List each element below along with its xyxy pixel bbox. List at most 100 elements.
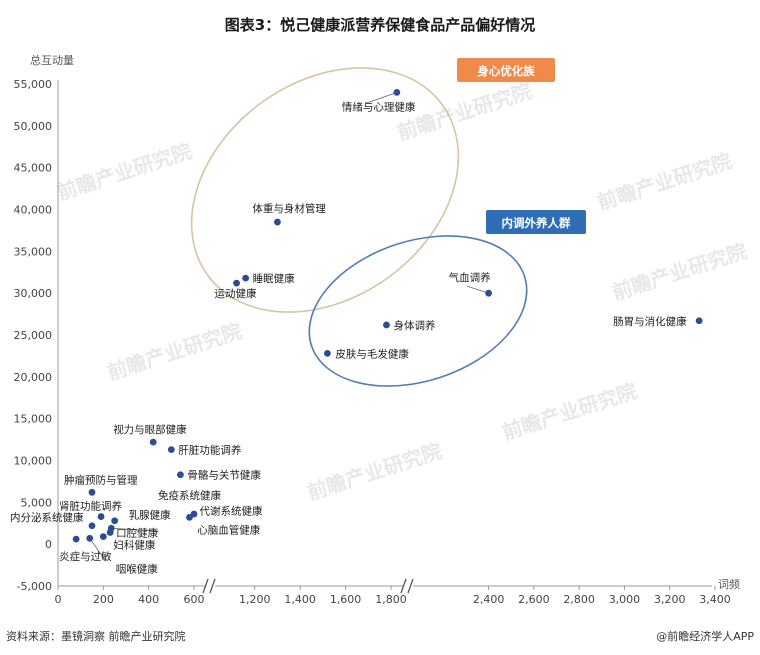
data-label: 情绪与心理健康 xyxy=(342,100,416,113)
data-label: 心脑血管健康 xyxy=(197,523,260,536)
data-label: 肿瘤预防与管理 xyxy=(64,473,138,486)
y-tick-label: -5,000 xyxy=(17,580,52,593)
data-point xyxy=(72,535,80,543)
data-label: 内分泌系统健康 xyxy=(10,511,84,524)
y-tick-label: 15,000 xyxy=(14,413,53,426)
y-tick-label: 35,000 xyxy=(14,245,53,258)
x-tick-label: 200 xyxy=(93,593,114,606)
x-tick-label: 1,400 xyxy=(284,593,316,606)
data-label: 骨骼与关节健康 xyxy=(187,469,261,482)
label-leader-line xyxy=(111,527,159,532)
y-tick-label: 0 xyxy=(45,538,52,551)
data-point xyxy=(97,513,105,520)
data-point xyxy=(233,279,240,287)
data-label: 运动健康 xyxy=(215,287,257,300)
data-label: 身体调养 xyxy=(393,319,435,332)
y-ticks: -5,000 0 5,000 10,000 15,000 20,000 25,000 30,0… xyxy=(14,78,53,593)
data-point xyxy=(383,321,390,329)
label-leader-line xyxy=(466,285,489,294)
data-point xyxy=(167,446,175,454)
data-point xyxy=(111,517,119,525)
label-leader-line xyxy=(89,538,105,559)
watermark: 前瞻产业研究院 xyxy=(609,239,750,305)
y-tick-label: 40,000 xyxy=(14,204,53,217)
data-point xyxy=(106,529,114,536)
x-tick-label: 2,400 xyxy=(473,593,505,606)
data-label: 炎症与过敏 xyxy=(59,550,112,563)
data-point xyxy=(186,513,193,521)
tag-inner-outer-group: 内调外养人群 xyxy=(486,210,586,234)
y-tick-label: 30,000 xyxy=(14,287,53,300)
data-label: 肠胃与消化健康 xyxy=(613,315,687,328)
tag-self-care-bg xyxy=(457,58,555,82)
data-label: 睡眠健康 xyxy=(253,272,295,285)
x-tick-label: 1,200 xyxy=(239,593,271,606)
data-point xyxy=(485,289,492,297)
cluster-ellipse-self-care xyxy=(190,67,460,313)
axis-break-2 xyxy=(400,578,414,594)
cluster-ellipse-inner-outer xyxy=(308,235,528,387)
label-leader-line xyxy=(366,91,397,104)
data-point xyxy=(274,218,281,226)
x-tick-label: 0 xyxy=(55,593,62,606)
data-label: 体重与身材管理 xyxy=(252,202,326,215)
x-tick-label: 3,400 xyxy=(699,593,731,606)
data-point xyxy=(695,317,703,325)
y-tick-label: 50,000 xyxy=(14,120,53,133)
tag-inner-outer-text: 内调外养人群 xyxy=(502,216,571,230)
y-tick-label: 5,000 xyxy=(21,496,53,509)
data-label: 肾脏功能调养 xyxy=(59,500,122,513)
x-axis-label: 词频 xyxy=(718,577,740,591)
x-tick-label: 2,600 xyxy=(518,593,550,606)
tag-inner-outer-bg xyxy=(486,210,586,234)
data-label: 气血调养 xyxy=(449,271,491,284)
x-tick-label: 2,800 xyxy=(563,593,595,606)
watermark: 前瞻产业研究院 xyxy=(304,439,445,505)
x-ticks: 0 200 400 600 1,200 1,400 1,600 1,800 2,400 2,600… xyxy=(55,586,731,606)
x-tick-label: 600 xyxy=(184,593,205,606)
data-points xyxy=(72,88,703,543)
y-tick-label: 25,000 xyxy=(14,329,53,342)
y-axis-label: 总互动量 xyxy=(30,53,74,67)
watermark: 前瞻产业研究院 xyxy=(54,139,195,205)
watermark-layer: 前瞻产业研究院 前瞻产业研究院 前瞻产业研究院 前瞻产业研究院 前瞻产业研究院 … xyxy=(54,79,750,505)
watermark: 前瞻产业研究院 xyxy=(104,319,245,385)
chart-title: 图表3：悦己健康派营养保健食品产品偏好情况 xyxy=(225,16,535,34)
tag-self-care-text: 身心优化族 xyxy=(477,64,535,78)
data-point xyxy=(88,488,96,496)
data-label: 免疫系统健康 xyxy=(158,489,221,502)
label-leaders xyxy=(89,91,489,559)
data-point xyxy=(149,438,157,446)
x-tick-label: 1,600 xyxy=(330,593,362,606)
data-point xyxy=(393,88,401,96)
watermark: 前瞻产业研究院 xyxy=(594,149,735,215)
data-point xyxy=(242,274,250,282)
y-tick-label: 45,000 xyxy=(14,162,53,175)
data-label: 咽喉健康 xyxy=(116,562,158,575)
data-label: 肝脏功能调养 xyxy=(178,444,241,457)
y-tick-label: 55,000 xyxy=(14,78,53,91)
data-label: 乳腺健康 xyxy=(129,509,171,522)
brand-note: @前瞻经济学人APP xyxy=(656,629,754,643)
axis-break-1 xyxy=(202,578,216,594)
y-tick-label: 20,000 xyxy=(14,371,53,384)
tag-self-care-group: 身心优化族 xyxy=(457,58,555,82)
x-tick-label: 1,800 xyxy=(375,593,407,606)
data-label: 皮肤与毛发健康 xyxy=(335,347,409,360)
data-label: 口腔健康 xyxy=(116,526,158,539)
y-tick-label: 10,000 xyxy=(14,455,53,468)
data-point xyxy=(177,471,184,479)
data-point xyxy=(99,533,107,541)
watermark: 前瞻产业研究院 xyxy=(499,379,640,445)
data-point xyxy=(88,522,96,530)
x-tick-label: 3,000 xyxy=(609,593,641,606)
data-point xyxy=(324,350,331,357)
data-point xyxy=(86,534,94,542)
x-tick-label: 3,200 xyxy=(654,593,686,606)
data-label: 代谢系统健康 xyxy=(199,504,262,517)
x-tick-label: 400 xyxy=(138,593,159,606)
source-note: 资料来源：墨镜洞察 前瞻产业研究院 xyxy=(6,629,186,643)
